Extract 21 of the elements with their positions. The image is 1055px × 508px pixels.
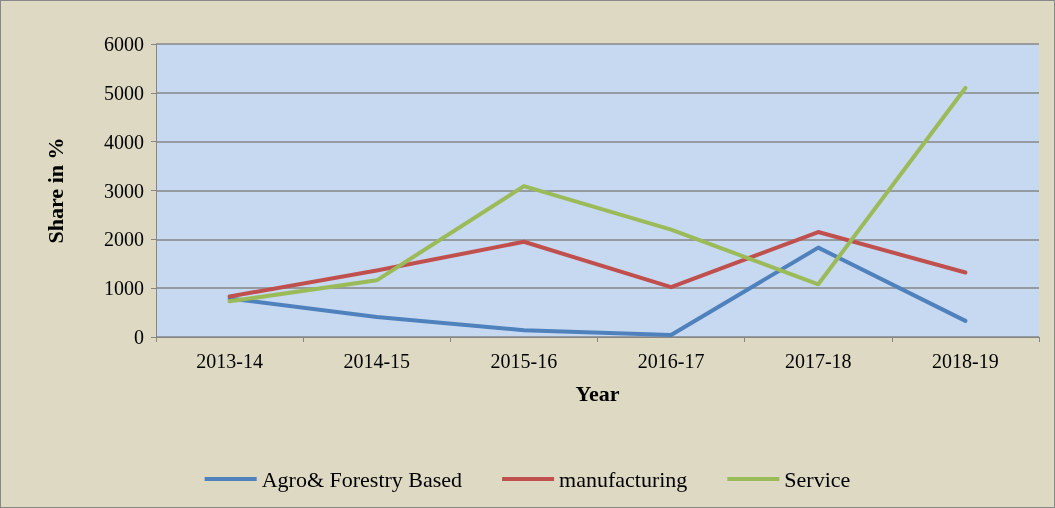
y-tick-label: 3000 — [104, 179, 144, 202]
y-tick-label: 0 — [134, 326, 144, 348]
x-tick-label: 2017-18 — [784, 350, 852, 372]
x-tick-label: 2013-14 — [196, 350, 263, 372]
x-tick-label: 2014-15 — [343, 350, 411, 372]
x-axis-title: Year — [575, 380, 620, 406]
y-tick-label: 2000 — [104, 228, 144, 251]
y-tick-label: 6000 — [104, 33, 144, 55]
line-series — [227, 85, 968, 304]
y-tick-label: 5000 — [104, 81, 144, 104]
y-tick-label: 1000 — [104, 277, 144, 300]
legend-label: Service — [784, 466, 851, 492]
legend-label: Agro& Forestry Based — [261, 466, 463, 492]
line-series — [227, 230, 968, 299]
x-tick-label: 2018-19 — [932, 350, 999, 372]
x-tick-label: 2015-16 — [490, 350, 558, 372]
line-series — [227, 245, 968, 338]
legend-label: manufacturing — [559, 466, 688, 492]
y-axis-title: Share in % — [42, 137, 68, 244]
y-tick-label: 4000 — [104, 130, 144, 153]
x-tick-label: 2016-17 — [637, 350, 705, 372]
